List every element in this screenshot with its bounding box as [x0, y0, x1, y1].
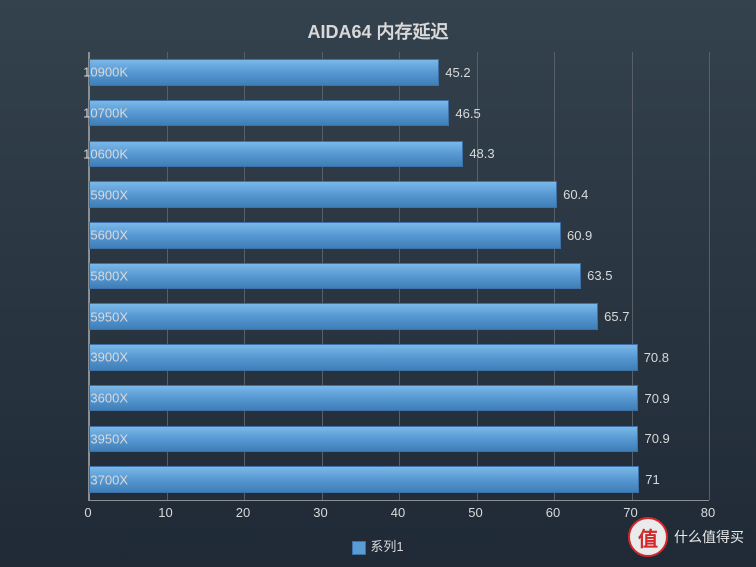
legend-swatch	[352, 541, 366, 555]
bar-row: 65.7	[89, 303, 709, 329]
y-tick-label: 3950X	[48, 431, 128, 446]
x-tick-label: 10	[158, 505, 172, 520]
bar-row: 46.5	[89, 100, 709, 126]
bar-value-label: 70.9	[644, 431, 669, 446]
y-tick-label: 3700X	[48, 472, 128, 487]
legend-label: 系列1	[370, 539, 403, 554]
bar-value-label: 63.5	[587, 268, 612, 283]
y-tick-label: 10900K	[48, 65, 128, 80]
bar	[89, 141, 463, 167]
y-tick-label: 5600X	[48, 228, 128, 243]
bar-value-label: 71	[645, 472, 659, 487]
bar-row: 70.9	[89, 385, 709, 411]
bar	[89, 263, 581, 289]
bar	[89, 222, 561, 248]
bar-row: 45.2	[89, 59, 709, 85]
bar-value-label: 60.9	[567, 228, 592, 243]
y-tick-label: 3900X	[48, 350, 128, 365]
watermark: 值 什么值得买	[628, 517, 744, 557]
bar-row: 48.3	[89, 141, 709, 167]
bar-value-label: 46.5	[455, 106, 480, 121]
x-tick-label: 0	[84, 505, 91, 520]
bar	[89, 466, 639, 492]
x-tick-label: 40	[391, 505, 405, 520]
x-tick-label: 20	[236, 505, 250, 520]
bar	[89, 385, 638, 411]
x-tick-label: 60	[546, 505, 560, 520]
grid-line	[709, 52, 710, 500]
bar-row: 60.4	[89, 181, 709, 207]
bar-row: 70.8	[89, 344, 709, 370]
bar	[89, 303, 598, 329]
chart-title: AIDA64 内存延迟	[0, 18, 756, 44]
y-tick-label: 5900X	[48, 187, 128, 202]
bar	[89, 100, 449, 126]
chart-container: AIDA64 内存延迟 45.2 46.5 48.3 60.4 60.9 63.5 65.7…	[0, 0, 756, 567]
plot-area: 45.2 46.5 48.3 60.4 60.9 63.5 65.7 70.8 70.9 70.9…	[88, 52, 709, 501]
y-tick-label: 5800X	[48, 269, 128, 284]
y-tick-label: 10600K	[48, 146, 128, 161]
bar-row: 70.9	[89, 426, 709, 452]
x-tick-label: 80	[701, 505, 715, 520]
bar-value-label: 70.9	[644, 391, 669, 406]
bar-value-label: 70.8	[644, 350, 669, 365]
x-tick-label: 50	[468, 505, 482, 520]
bar	[89, 181, 557, 207]
bar-value-label: 48.3	[469, 146, 494, 161]
watermark-text: 什么值得买	[674, 527, 744, 547]
bar-value-label: 60.4	[563, 187, 588, 202]
bar	[89, 59, 439, 85]
x-tick-label: 30	[313, 505, 327, 520]
bar-row: 71	[89, 466, 709, 492]
bar-row: 60.9	[89, 222, 709, 248]
bar-value-label: 65.7	[604, 309, 629, 324]
bar-value-label: 45.2	[445, 65, 470, 80]
bar	[89, 344, 638, 370]
bar	[89, 426, 638, 452]
y-tick-label: 10700K	[48, 106, 128, 121]
watermark-badge: 值	[628, 517, 668, 557]
x-tick-label: 70	[623, 505, 637, 520]
bar-row: 63.5	[89, 263, 709, 289]
y-tick-label: 3600X	[48, 391, 128, 406]
y-tick-label: 5950X	[48, 309, 128, 324]
